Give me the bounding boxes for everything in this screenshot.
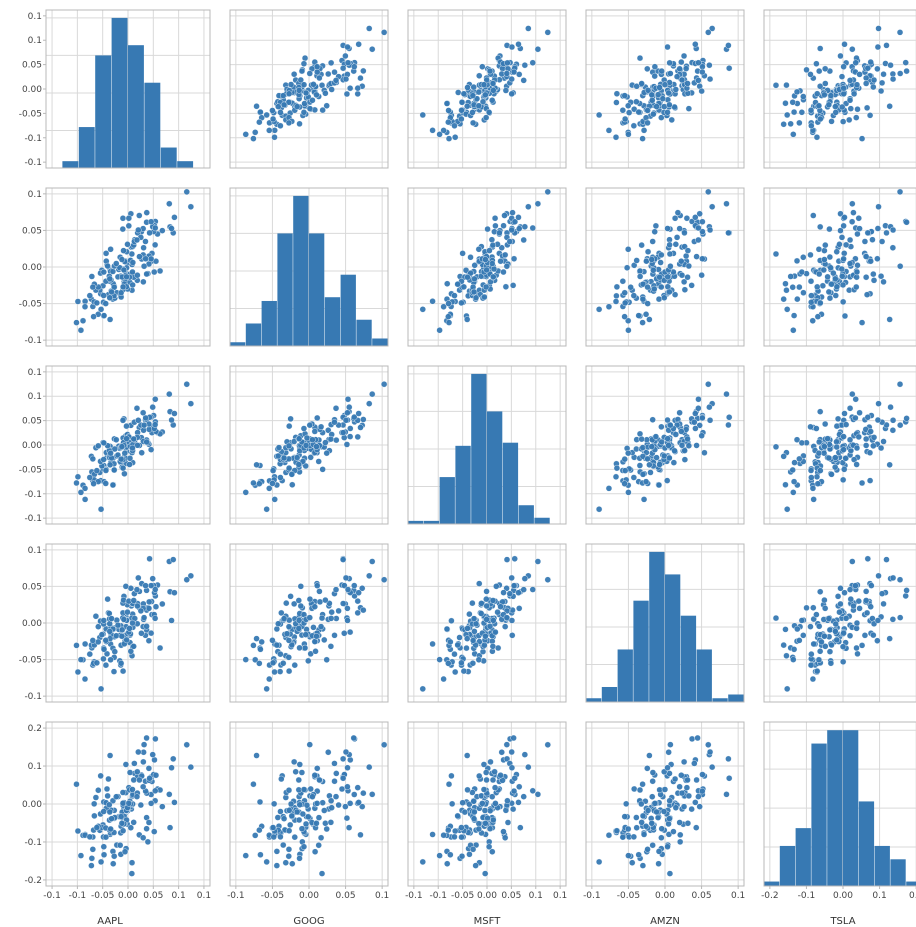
- scatter-GOOG-vs-MSFT: [402, 182, 572, 352]
- svg-text:0.00: 0.00: [22, 441, 42, 451]
- scatter-GOOG-vs-AMZN: [580, 182, 750, 352]
- ylabel-AMZN: AMZN: [0, 608, 2, 638]
- scatter-AMZN-vs-MSFT: [402, 538, 572, 708]
- scatter-AMZN-vs-GOOG: [224, 538, 394, 708]
- pairplot-grid: -0.1-0.1-0.050.000.050.10.1AAPL-0.1-0.05…: [4, 4, 912, 914]
- hist-TSLA: -0.2-0.10.000.10.2TSLA: [758, 716, 916, 914]
- scatter-AAPL-vs-GOOG: [224, 4, 394, 174]
- svg-text:0.00: 0.00: [22, 800, 42, 810]
- xlabel-GOOG: GOOG: [293, 916, 324, 927]
- svg-text:-0.1: -0.1: [24, 490, 42, 500]
- svg-text:0.00: 0.00: [477, 891, 497, 901]
- svg-text:-0.1: -0.1: [24, 692, 42, 702]
- svg-text:0.1: 0.1: [197, 891, 211, 901]
- svg-text:-0.1: -0.1: [24, 838, 42, 848]
- svg-text:-0.1: -0.1: [798, 891, 816, 901]
- svg-text:-0.05: -0.05: [451, 891, 474, 901]
- scatter-TSLA-vs-MSFT: -0.1-0.1-0.050.000.050.10.1MSFT: [402, 716, 572, 914]
- svg-text:-0.1: -0.1: [24, 336, 42, 346]
- svg-text:0.1: 0.1: [28, 546, 42, 556]
- svg-text:-0.1: -0.1: [405, 891, 423, 901]
- scatter-AAPL-vs-MSFT: [402, 4, 572, 174]
- scatter-AAPL-vs-TSLA: [758, 4, 916, 174]
- svg-text:0.1: 0.1: [28, 368, 42, 378]
- svg-text:-0.2: -0.2: [761, 891, 779, 901]
- scatter-AMZN-vs-AAPL: -0.1-0.050.000.050.1AMZN: [4, 538, 216, 708]
- scatter-TSLA-vs-AAPL: -0.2-0.10.000.10.2-0.1-0.1-0.050.000.050…: [4, 716, 216, 914]
- scatter-GOOG-vs-AAPL: -0.1-0.050.000.050.1GOOG: [4, 182, 216, 352]
- svg-text:0.1: 0.1: [28, 12, 42, 22]
- svg-text:0.00: 0.00: [118, 891, 138, 901]
- svg-text:-0.05: -0.05: [19, 300, 42, 310]
- svg-text:0.1: 0.1: [28, 762, 42, 772]
- scatter-TSLA-vs-AMZN: -0.1-0.050.000.050.1AMZN: [580, 716, 750, 914]
- svg-text:-0.05: -0.05: [19, 465, 42, 475]
- svg-text:0.2: 0.2: [909, 891, 916, 901]
- svg-text:0.1: 0.1: [731, 891, 745, 901]
- svg-text:0.1: 0.1: [872, 891, 886, 901]
- scatter-AAPL-vs-AMZN: [580, 4, 750, 174]
- scatter-GOOG-vs-TSLA: [758, 182, 916, 352]
- svg-text:0.1: 0.1: [171, 891, 185, 901]
- svg-text:0.2: 0.2: [28, 724, 42, 734]
- hist-AAPL: -0.1-0.1-0.050.000.050.10.1AAPL: [4, 4, 216, 174]
- scatter-AMZN-vs-TSLA: [758, 538, 916, 708]
- svg-text:0.1: 0.1: [28, 392, 42, 402]
- scatter-MSFT-vs-AAPL: -0.1-0.1-0.050.000.050.10.1MSFT: [4, 360, 216, 530]
- svg-text:0.05: 0.05: [692, 891, 712, 901]
- svg-text:0.1: 0.1: [28, 36, 42, 46]
- svg-text:0.05: 0.05: [143, 891, 163, 901]
- svg-text:0.00: 0.00: [22, 619, 42, 629]
- scatter-TSLA-vs-GOOG: -0.1-0.050.000.050.1GOOG: [224, 716, 394, 914]
- svg-text:-0.2: -0.2: [24, 876, 42, 886]
- ylabel-MSFT: MSFT: [0, 432, 2, 459]
- ylabel-GOOG: GOOG: [0, 251, 2, 282]
- xlabel-AMZN: AMZN: [650, 916, 680, 927]
- scatter-MSFT-vs-GOOG: [224, 360, 394, 530]
- svg-text:0.05: 0.05: [22, 417, 42, 427]
- ylabel-AAPL: AAPL: [0, 76, 2, 102]
- svg-text:0.00: 0.00: [22, 263, 42, 273]
- svg-text:0.1: 0.1: [28, 190, 42, 200]
- svg-text:-0.1: -0.1: [24, 158, 42, 168]
- svg-text:-0.05: -0.05: [617, 891, 640, 901]
- scatter-MSFT-vs-TSLA: [758, 360, 916, 530]
- svg-text:-0.1: -0.1: [24, 514, 42, 524]
- ylabel-TSLA: TSLA: [0, 802, 2, 827]
- svg-text:-0.1: -0.1: [24, 134, 42, 144]
- hist-MSFT: [402, 360, 572, 530]
- svg-text:0.1: 0.1: [529, 891, 543, 901]
- svg-text:0.00: 0.00: [22, 85, 42, 95]
- svg-text:-0.05: -0.05: [261, 891, 284, 901]
- svg-text:0.00: 0.00: [655, 891, 675, 901]
- svg-text:0.1: 0.1: [553, 891, 567, 901]
- svg-text:0.05: 0.05: [501, 891, 521, 901]
- svg-text:-0.05: -0.05: [91, 891, 114, 901]
- svg-text:-0.1: -0.1: [227, 891, 245, 901]
- svg-text:0.05: 0.05: [336, 891, 356, 901]
- xlabel-TSLA: TSLA: [830, 916, 855, 927]
- svg-text:-0.1: -0.1: [43, 891, 61, 901]
- xlabel-AAPL: AAPL: [97, 916, 123, 927]
- svg-text:0.00: 0.00: [833, 891, 853, 901]
- svg-text:-0.1: -0.1: [429, 891, 447, 901]
- svg-text:0.05: 0.05: [22, 61, 42, 71]
- svg-text:0.00: 0.00: [299, 891, 319, 901]
- scatter-MSFT-vs-AMZN: [580, 360, 750, 530]
- svg-text:0.05: 0.05: [22, 582, 42, 592]
- svg-text:-0.05: -0.05: [19, 109, 42, 119]
- svg-text:-0.1: -0.1: [69, 891, 87, 901]
- svg-text:0.1: 0.1: [375, 891, 389, 901]
- hist-GOOG: [224, 182, 394, 352]
- xlabel-MSFT: MSFT: [474, 916, 501, 927]
- hist-AMZN: [580, 538, 750, 708]
- svg-text:-0.1: -0.1: [583, 891, 601, 901]
- svg-text:-0.05: -0.05: [19, 656, 42, 666]
- svg-text:0.05: 0.05: [22, 226, 42, 236]
